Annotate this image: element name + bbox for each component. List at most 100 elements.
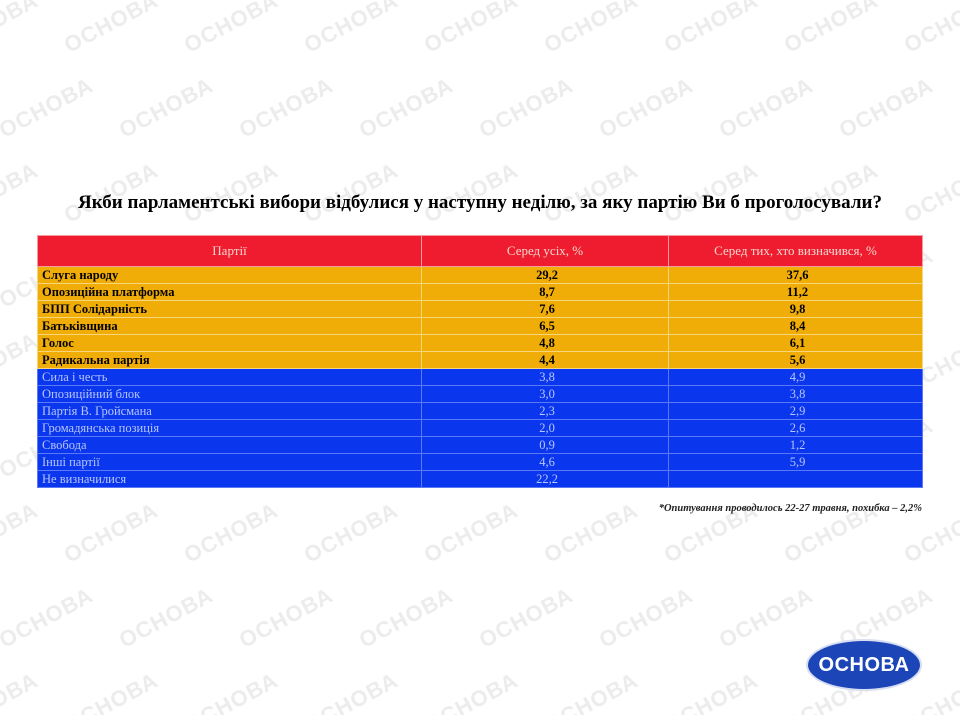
watermark-text: ОСНОВА (234, 72, 338, 143)
watermark-text: ОСНОВА (954, 582, 960, 653)
watermark-text: ОСНОВА (299, 0, 403, 58)
cell-decided: 5,6 (668, 351, 923, 369)
cell-all: 4,4 (421, 351, 669, 369)
table-row: Свобода 0,9 1,2 (37, 436, 923, 454)
table-row: Радикальна партія 4,4 5,6 (37, 351, 923, 369)
cell-all: 4,6 (421, 453, 669, 471)
watermark-text: ОСНОВА (659, 0, 763, 58)
watermark-text: ОСНОВА (59, 0, 163, 58)
cell-all: 4,8 (421, 334, 669, 352)
watermark-text: ОСНОВА (0, 0, 43, 58)
chart-title: Якби парламентські вибори відбулися у на… (78, 192, 882, 213)
watermark-text: ОСНОВА (714, 582, 818, 653)
table-row: Опозиційний блок 3,0 3,8 (37, 385, 923, 403)
cell-party: БПП Солідарність (37, 300, 422, 318)
watermark-text: ОСНОВА (234, 582, 338, 653)
cell-decided: 11,2 (668, 283, 923, 301)
table-row: Партія В. Гройсмана 2,3 2,9 (37, 402, 923, 420)
cell-all: 2,3 (421, 402, 669, 420)
watermark-text: ОСНОВА (419, 667, 523, 715)
watermark-text: ОСНОВА (419, 0, 523, 58)
cell-decided: 1,2 (668, 436, 923, 454)
table-row: Батьківщина 6,5 8,4 (37, 317, 923, 335)
watermark-text: ОСНОВА (954, 242, 960, 313)
watermark-text: ОСНОВА (714, 72, 818, 143)
table-row: Інші партії 4,6 5,9 (37, 453, 923, 471)
cell-party: Не визначилися (37, 470, 422, 488)
cell-all: 6,5 (421, 317, 669, 335)
watermark-text: ОСНОВА (594, 72, 698, 143)
cell-party: Свобода (37, 436, 422, 454)
watermark-text: ОСНОВА (954, 72, 960, 143)
cell-decided: 37,6 (668, 266, 923, 284)
table-row: Громадянська позиція 2,0 2,6 (37, 419, 923, 437)
watermark-text: ОСНОВА (179, 0, 283, 58)
watermark-text: ОСНОВА (539, 497, 643, 568)
cell-party: Опозиційна платформа (37, 283, 422, 301)
watermark-text: ОСНОВА (419, 497, 523, 568)
watermark-text: ОСНОВА (0, 497, 43, 568)
cell-decided: 8,4 (668, 317, 923, 335)
watermark-text: ОСНОВА (114, 582, 218, 653)
poll-table: Партії Серед усіх, % Серед тих, хто визн… (37, 235, 923, 488)
footnote: *Опитування проводилось 22-27 травня, по… (658, 503, 922, 514)
cell-party: Опозиційний блок (37, 385, 422, 403)
watermark-text: ОСНОВА (954, 412, 960, 483)
cell-decided: 5,9 (668, 453, 923, 471)
cell-party: Слуга народу (37, 266, 422, 284)
table-row: Сила і честь 3,8 4,9 (37, 368, 923, 386)
table-row: Слуга народу 29,2 37,6 (37, 266, 923, 284)
cell-decided: 2,9 (668, 402, 923, 420)
cell-all: 3,8 (421, 368, 669, 386)
column-header-decided: Серед тих, хто визначився, % (668, 235, 923, 267)
watermark-text: ОСНОВА (0, 667, 43, 715)
watermark-text: ОСНОВА (474, 582, 578, 653)
cell-decided: 3,8 (668, 385, 923, 403)
watermark-text: ОСНОВА (539, 0, 643, 58)
cell-decided: 9,8 (668, 300, 923, 318)
watermark-text: ОСНОВА (899, 0, 960, 58)
osnova-logo: ОСНОВА (808, 641, 920, 689)
watermark-text: ОСНОВА (354, 582, 458, 653)
watermark-text: ОСНОВА (114, 72, 218, 143)
cell-party: Партія В. Гройсмана (37, 402, 422, 420)
cell-party: Голос (37, 334, 422, 352)
watermark-text: ОСНОВА (59, 497, 163, 568)
watermark-text: ОСНОВА (299, 497, 403, 568)
cell-party: Сила і честь (37, 368, 422, 386)
cell-party: Батьківщина (37, 317, 422, 335)
table-row: БПП Солідарність 7,6 9,8 (37, 300, 923, 318)
watermark-text: ОСНОВА (59, 667, 163, 715)
watermark-text: ОСНОВА (779, 0, 883, 58)
cell-party: Громадянська позиція (37, 419, 422, 437)
watermark-text: ОСНОВА (299, 667, 403, 715)
cell-decided: 4,9 (668, 368, 923, 386)
watermark-text: ОСНОВА (594, 582, 698, 653)
table-body: Слуга народу 29,2 37,6 Опозиційна платформа… (37, 266, 923, 488)
cell-all: 3,0 (421, 385, 669, 403)
watermark-text: ОСНОВА (179, 497, 283, 568)
cell-party: Інші партії (37, 453, 422, 471)
table-row: Не визначилися 22,2 (37, 470, 923, 488)
cell-all: 7,6 (421, 300, 669, 318)
watermark-text: ОСНОВА (179, 667, 283, 715)
column-header-all: Серед усіх, % (421, 235, 669, 267)
table-row: Опозиційна платформа 8,7 11,2 (37, 283, 923, 301)
watermark-text: ОСНОВА (354, 72, 458, 143)
watermark-text: ОСНОВА (0, 582, 98, 653)
cell-all: 0,9 (421, 436, 669, 454)
watermark-text: ОСНОВА (0, 72, 98, 143)
table-row: Голос 4,8 6,1 (37, 334, 923, 352)
table-header-row: Партії Серед усіх, % Серед тих, хто визн… (37, 235, 923, 267)
watermark-text: ОСНОВА (834, 72, 938, 143)
cell-decided (668, 470, 923, 488)
cell-all: 29,2 (421, 266, 669, 284)
column-header-party: Партії (37, 235, 422, 267)
cell-party: Радикальна партія (37, 351, 422, 369)
cell-decided: 6,1 (668, 334, 923, 352)
watermark-text: ОСНОВА (474, 72, 578, 143)
logo-text: ОСНОВА (818, 653, 910, 676)
cell-all: 8,7 (421, 283, 669, 301)
watermark-text: ОСНОВА (659, 667, 763, 715)
cell-decided: 2,6 (668, 419, 923, 437)
